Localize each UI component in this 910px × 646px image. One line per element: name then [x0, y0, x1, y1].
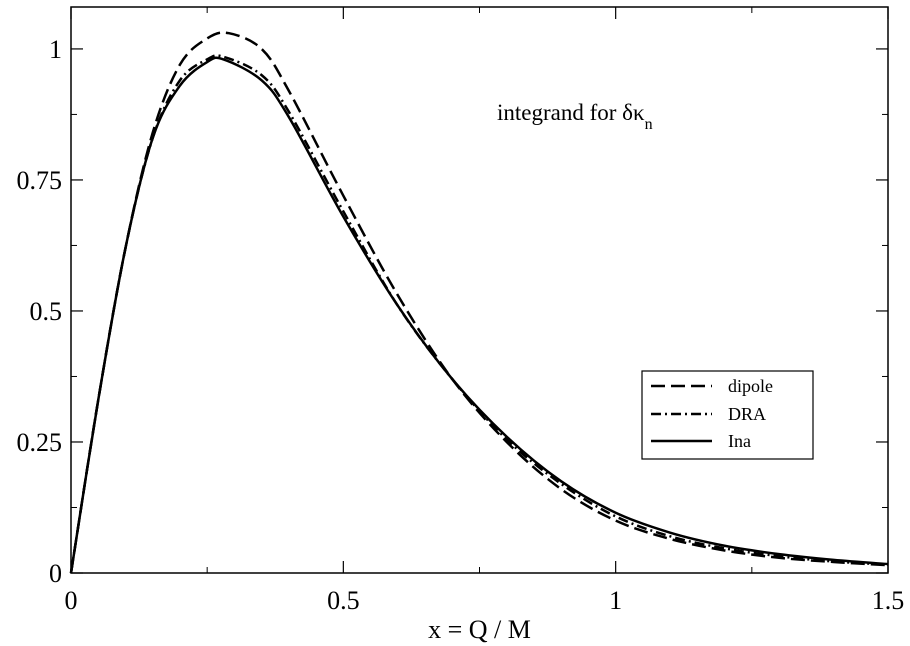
- legend-label-dra: DRA: [728, 404, 766, 424]
- series-line-dra: [69, 54, 889, 574]
- x-tick-label: 1.5: [872, 586, 905, 615]
- legend-box: [641, 370, 814, 460]
- x-tick-label: 1: [609, 586, 622, 615]
- y-tick-label: 0.25: [17, 428, 63, 457]
- y-tick-label: 0: [49, 559, 62, 588]
- series-line-ina: [69, 56, 889, 574]
- x-axis-label: x = Q / M: [428, 615, 531, 644]
- y-tick-label: 1: [49, 35, 62, 64]
- y-tick-label: 0.75: [17, 166, 63, 195]
- legend-label-dipole: dipole: [728, 376, 773, 396]
- legend: dipole DRA Ina: [641, 370, 814, 460]
- legend-label-ina: Ina: [728, 431, 751, 451]
- y-axis-ticks: 0 0.25 0.5 0.75 1: [17, 35, 888, 588]
- y-tick-label: 0.5: [30, 297, 63, 326]
- x-tick-label: 0: [65, 586, 78, 615]
- annotation-subscript: n: [645, 116, 653, 133]
- annotation-main: integrand for δκ: [497, 100, 645, 125]
- x-axis-ticks: 0 0.5 1 1.5: [65, 7, 905, 615]
- series-lines: [69, 31, 889, 574]
- annotation-text: integrand for δκn: [497, 100, 653, 133]
- plot-frame: [70, 6, 889, 574]
- series-line-dipole: [69, 31, 889, 574]
- x-tick-label: 0.5: [327, 586, 360, 615]
